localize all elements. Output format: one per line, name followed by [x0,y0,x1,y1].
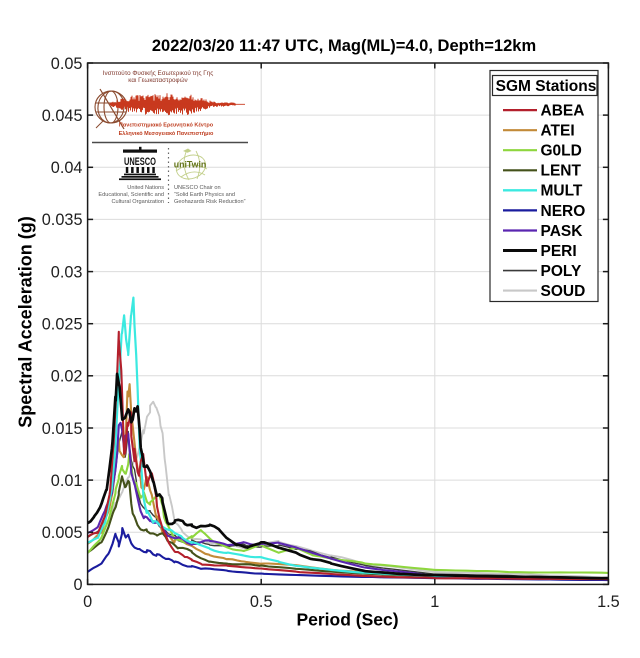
svg-text:SGM Stations: SGM Stations [496,78,597,95]
svg-text:Cultural Organization: Cultural Organization [111,199,164,205]
svg-text:0.5: 0.5 [250,593,273,611]
svg-text:Πανεπιστημιακό Ερευνητικό Κέντ: Πανεπιστημιακό Ερευνητικό Κέντρο [119,123,214,129]
svg-text:Ελληνικό Μεσογειακό Πανεπιστήμ: Ελληνικό Μεσογειακό Πανεπιστήμιο [119,131,214,137]
svg-text:0.005: 0.005 [42,524,83,542]
svg-text:0: 0 [83,593,92,611]
svg-text:0.01: 0.01 [51,472,83,490]
svg-text:SOUD: SOUD [541,283,586,300]
svg-text:Geohazards Risk Reduction”: Geohazards Risk Reduction” [174,199,246,205]
svg-text:Period (Sec): Period (Sec) [296,610,398,630]
svg-text:UNESCO Chair on: UNESCO Chair on [174,185,221,191]
svg-text:1.5: 1.5 [597,593,620,611]
svg-text:“Solid Earth Physics and: “Solid Earth Physics and [174,192,235,198]
svg-text:UNESCO: UNESCO [124,156,156,168]
svg-text:2022/03/20 11:47 UTC, Mag(ML)=: 2022/03/20 11:47 UTC, Mag(ML)=4.0, Depth… [152,37,536,55]
svg-text:και Γεωκαταστροφών: και Γεωκαταστροφών [128,76,187,84]
svg-text:MULT: MULT [541,183,583,200]
svg-text:0.05: 0.05 [51,55,83,73]
svg-text:POLY: POLY [541,263,582,280]
svg-text:LENT: LENT [541,163,582,180]
svg-text:Spectral Acceleration (g): Spectral Acceleration (g) [16,216,36,427]
svg-text:uniTwin: uniTwin [174,160,207,170]
svg-text:0.03: 0.03 [51,263,83,281]
svg-text:1: 1 [430,593,439,611]
svg-text:PASK: PASK [541,223,584,240]
svg-text:0.045: 0.045 [42,107,83,125]
svg-text:0.025: 0.025 [42,316,83,334]
svg-text:0.035: 0.035 [42,211,83,229]
svg-text:Ινστιτούτο Φυσικής Εσωτερικού: Ινστιτούτο Φυσικής Εσωτερικού της Γης [103,69,214,77]
svg-text:0.04: 0.04 [51,159,83,177]
svg-text:0.02: 0.02 [51,368,83,386]
svg-text:0.015: 0.015 [42,420,83,438]
svg-text:ATEI: ATEI [541,123,575,140]
svg-text:NERO: NERO [541,203,586,220]
svg-text:0: 0 [73,576,82,594]
svg-text:PERI: PERI [541,243,577,260]
svg-text:United Nations: United Nations [127,185,164,191]
svg-text:ABEA: ABEA [541,103,585,120]
svg-text:Educational, Scientific and: Educational, Scientific and [98,192,164,198]
svg-text:G0LD: G0LD [541,143,582,160]
